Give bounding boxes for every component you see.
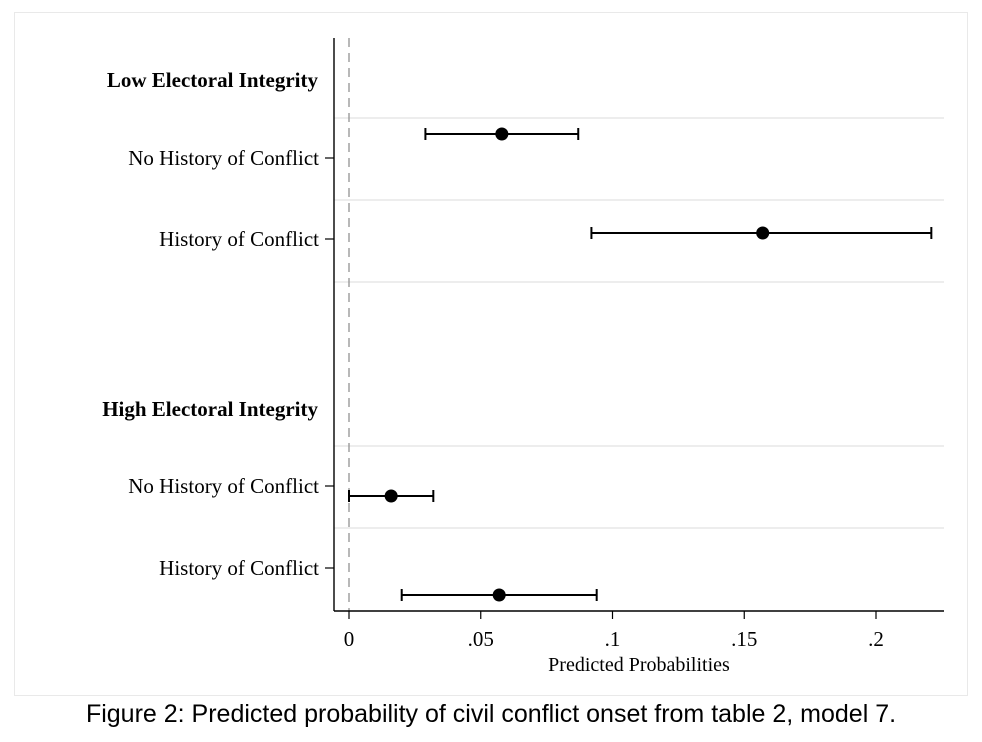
group-header: Low Electoral Integrity: [107, 68, 319, 92]
grid-lines: [334, 117, 944, 529]
chart-plot: 0 .05 .1 .15 .2 Low Electoral Integrity No Hi…: [102, 38, 944, 676]
x-axis-title: Predicted Probabilities: [548, 654, 730, 676]
point-estimate: [384, 489, 398, 503]
x-tick-label: .1: [605, 627, 621, 651]
row-label: History of Conflict: [159, 556, 319, 580]
point-estimates: [348, 127, 933, 602]
row-labels: Low Electoral Integrity No History of Con…: [102, 68, 334, 580]
point-estimate: [756, 226, 770, 240]
x-tick-label: .15: [731, 627, 757, 651]
x-tick-label: .05: [468, 627, 494, 651]
point-estimate: [492, 588, 506, 602]
group-header: High Electoral Integrity: [102, 397, 318, 421]
row-label: No History of Conflict: [128, 474, 319, 498]
axes: 0 .05 .1 .15 .2: [333, 38, 944, 651]
x-tick-label: 0: [344, 627, 355, 651]
row-label: No History of Conflict: [128, 146, 319, 170]
point-estimate: [495, 127, 509, 141]
x-tick-label: .2: [868, 627, 884, 651]
row-label: History of Conflict: [159, 227, 319, 251]
chart-panel: [14, 12, 968, 696]
figure-caption: Figure 2: Predicted probability of civil…: [85, 700, 897, 728]
